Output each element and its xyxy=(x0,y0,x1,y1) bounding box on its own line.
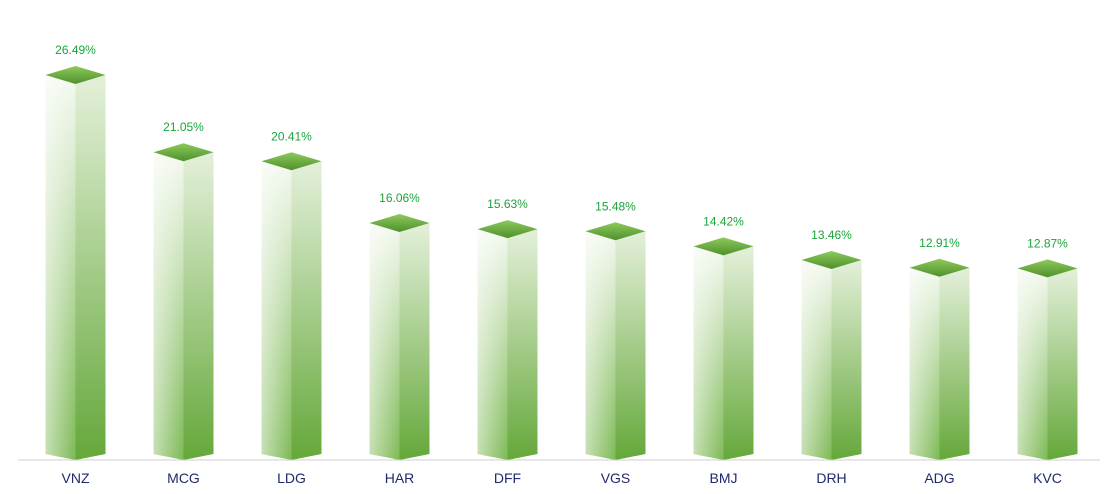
bar-face-right xyxy=(399,223,430,460)
bar-face-left-highlight xyxy=(693,246,724,460)
bar-face-left-highlight xyxy=(801,259,832,460)
bar-kvc xyxy=(1017,259,1078,460)
bar-top xyxy=(153,143,214,162)
value-label: 15.63% xyxy=(487,197,528,211)
value-label: 14.42% xyxy=(703,214,744,228)
bar-top xyxy=(693,237,754,256)
bar-face-left-highlight xyxy=(153,152,184,460)
bar-top xyxy=(45,66,106,84)
bar-face-right xyxy=(1047,268,1078,460)
bar-face-left-highlight xyxy=(369,223,400,460)
value-label: 12.91% xyxy=(919,236,960,250)
bar-dff xyxy=(477,220,538,460)
bar-face-right xyxy=(75,75,106,460)
value-label: 26.49% xyxy=(55,43,96,57)
labels-group: 26.49% VNZ 21.05% MCG 20.41% LDG 16.06% HAR 15.6… xyxy=(55,43,1068,486)
bar-top xyxy=(1017,259,1078,278)
bar-top xyxy=(369,214,430,233)
category-label: DRH xyxy=(816,470,846,486)
bar-top xyxy=(585,222,646,241)
category-label: BMJ xyxy=(710,470,738,486)
bar-face-right xyxy=(831,259,862,460)
bar-mcg xyxy=(153,143,214,460)
bar-face-right xyxy=(615,231,646,460)
bar-face-left-highlight xyxy=(45,75,76,460)
bar-top xyxy=(261,152,322,171)
value-label: 15.48% xyxy=(595,199,636,213)
bar-ldg xyxy=(261,152,322,460)
category-label: DFF xyxy=(494,470,521,486)
bar-face-right xyxy=(291,161,322,460)
bar-face-right xyxy=(507,229,538,460)
bar-face-left-highlight xyxy=(909,267,940,460)
value-label: 16.06% xyxy=(379,191,420,205)
bar-face-left-highlight xyxy=(477,229,508,460)
category-label: ADG xyxy=(924,470,954,486)
bar-adg xyxy=(909,258,970,460)
value-label: 12.87% xyxy=(1027,236,1068,250)
bar-face-left-highlight xyxy=(585,231,616,460)
bar-vnz xyxy=(45,66,106,460)
bar-face-right xyxy=(183,152,214,460)
category-label: HAR xyxy=(385,470,415,486)
bars-group xyxy=(45,66,1078,460)
bar-face-left-highlight xyxy=(1017,268,1048,460)
category-label: VGS xyxy=(601,470,631,486)
bar-face-left-highlight xyxy=(261,161,292,460)
category-label: MCG xyxy=(167,470,200,486)
bar-face-right xyxy=(723,246,754,460)
category-label: KVC xyxy=(1033,470,1062,486)
value-label: 13.46% xyxy=(811,228,852,242)
bar-face-right xyxy=(939,267,970,460)
bar-bmj xyxy=(693,237,754,460)
category-label: LDG xyxy=(277,470,306,486)
category-label: VNZ xyxy=(62,470,90,486)
bar-drh xyxy=(801,250,862,460)
bar-har xyxy=(369,214,430,460)
bar-top xyxy=(909,258,970,277)
bar-top xyxy=(801,250,862,269)
bar-vgs xyxy=(585,222,646,460)
bar-top xyxy=(477,220,538,239)
value-label: 20.41% xyxy=(271,129,312,143)
value-label: 21.05% xyxy=(163,120,204,134)
